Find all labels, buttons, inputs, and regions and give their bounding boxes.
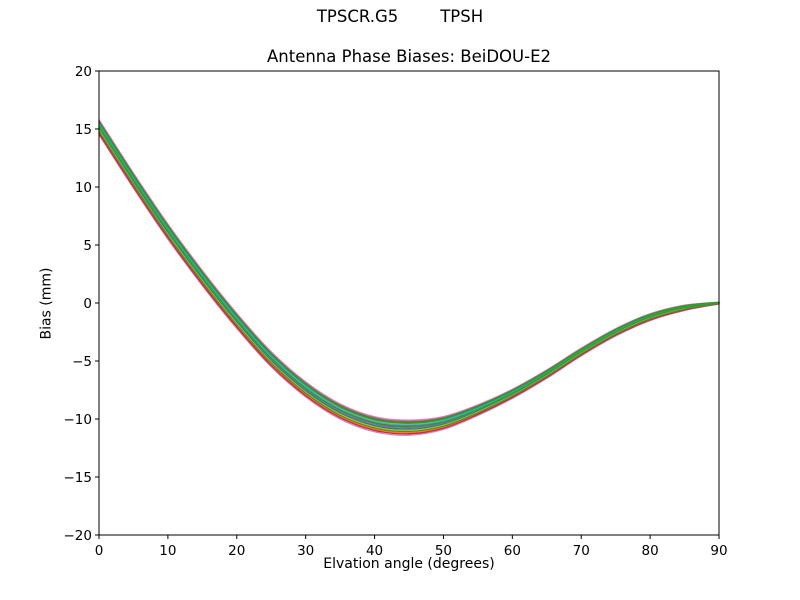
y-tick-label: 5 xyxy=(83,238,92,254)
bias-curve xyxy=(98,134,720,436)
bias-curve xyxy=(98,123,720,425)
y-tick-label: 20 xyxy=(75,64,92,80)
x-tick-label: 20 xyxy=(228,543,245,559)
x-tick-label: 90 xyxy=(710,543,727,559)
bias-curve xyxy=(98,125,720,428)
x-tick-label: 0 xyxy=(95,543,104,559)
bias-curve xyxy=(98,132,720,435)
x-tick-label: 40 xyxy=(366,543,383,559)
y-tick-label: 0 xyxy=(83,296,92,312)
bias-curve xyxy=(98,129,720,432)
axes-title: Antenna Phase Biases: BeiDOU-E2 xyxy=(266,47,551,66)
y-tick-label: −20 xyxy=(64,528,93,544)
bias-curve xyxy=(98,123,720,426)
y-tick-label: −15 xyxy=(64,470,93,486)
figure-suptitle: TPSCR.G5 TPSH xyxy=(316,7,484,26)
x-tick-label: 50 xyxy=(435,543,452,559)
y-axis-label: Bias (mm) xyxy=(38,267,55,340)
x-tick-label: 30 xyxy=(297,543,314,559)
y-tick-label: 15 xyxy=(75,122,92,138)
x-axis-label: Elvation angle (degrees) xyxy=(323,556,495,572)
bias-curve xyxy=(98,126,720,429)
y-tick-label: −5 xyxy=(72,354,92,370)
x-tick-label: 60 xyxy=(504,543,521,559)
bias-curve xyxy=(98,130,720,433)
bias-curve xyxy=(98,122,720,424)
x-tick-label: 10 xyxy=(159,543,176,559)
bias-curve xyxy=(98,124,720,427)
x-tick-label: 80 xyxy=(642,543,659,559)
y-tick-label: 10 xyxy=(75,180,92,196)
x-tick-label: 70 xyxy=(573,543,590,559)
bias-curve xyxy=(98,128,720,430)
y-tick-label: −10 xyxy=(64,412,93,428)
bias-curve xyxy=(98,131,720,434)
axes-spines xyxy=(98,70,720,536)
